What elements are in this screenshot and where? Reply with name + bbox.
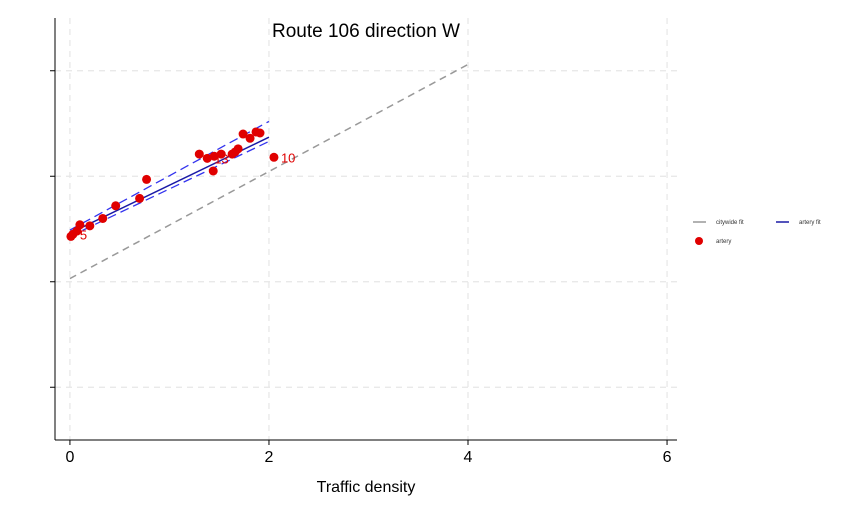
artery-point bbox=[85, 221, 95, 231]
artery-point bbox=[202, 153, 212, 163]
legend-label-0: citywide fit bbox=[716, 220, 744, 226]
scatter-points: 513 10 bbox=[66, 127, 295, 242]
artery-point bbox=[194, 149, 204, 159]
artery-point bbox=[98, 213, 108, 223]
artery-point bbox=[209, 151, 219, 161]
x-tick-label: 0 bbox=[65, 449, 74, 466]
artery-point bbox=[111, 201, 121, 211]
point-label: 10 bbox=[281, 150, 295, 165]
artery-point bbox=[233, 144, 243, 154]
artery-point bbox=[216, 149, 226, 159]
x-tick-label: 6 bbox=[663, 449, 672, 466]
citywide-fit-line bbox=[69, 63, 469, 280]
artery-point bbox=[238, 129, 248, 139]
artery-point bbox=[135, 193, 145, 203]
legend-label-1: artery fit bbox=[799, 220, 821, 226]
legend: citywide fit artery fit artery bbox=[693, 220, 821, 245]
point-label: 5 bbox=[80, 227, 87, 242]
artery-point bbox=[208, 166, 218, 176]
artery-point bbox=[142, 174, 152, 184]
artery-point bbox=[75, 220, 85, 230]
chart-title: Route 106 direction W bbox=[272, 21, 460, 42]
artery-point bbox=[245, 133, 255, 143]
x-axis-title: Traffic density bbox=[317, 479, 416, 496]
legend-swatch-2 bbox=[695, 237, 703, 245]
x-tick-label: 4 bbox=[464, 449, 473, 466]
artery-fit-upper-band bbox=[69, 120, 270, 231]
x-tick-label: 2 bbox=[265, 449, 274, 466]
artery-point bbox=[255, 128, 265, 138]
artery-point bbox=[269, 152, 279, 162]
artery-fit-lower-band bbox=[69, 140, 270, 237]
axes: 0 2 4 6 bbox=[50, 18, 677, 466]
grid bbox=[55, 18, 677, 440]
legend-label-2: artery bbox=[716, 239, 731, 245]
